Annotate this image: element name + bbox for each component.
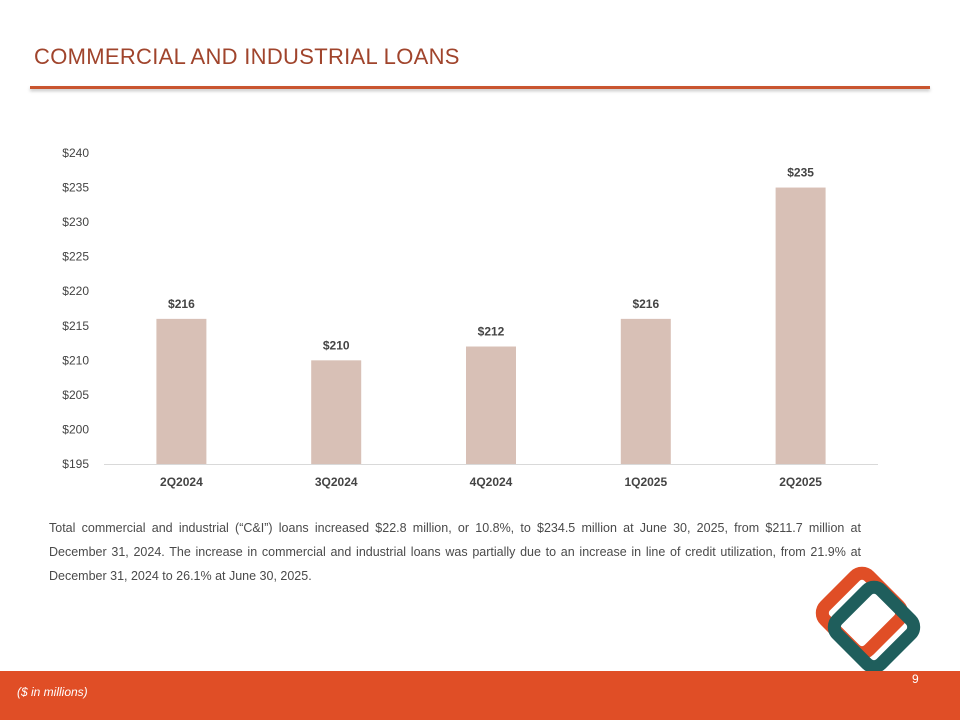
loans-bar-chart: $195 $200 $205 $210 $215 $220 $225 $230 $235 $240… (62, 146, 878, 489)
data-label: $210 (323, 338, 350, 352)
logo-teal-diamond (827, 580, 921, 674)
y-tick-label: $215 (62, 319, 89, 333)
data-label: $216 (168, 297, 195, 311)
y-tick-label: $240 (62, 146, 89, 160)
data-labels: $216 $210 $212 $216 $235 (168, 166, 814, 353)
x-tick-label: 1Q2025 (624, 475, 667, 489)
bar-1q2025 (620, 318, 671, 464)
bars (156, 187, 826, 465)
bar-3q2024 (311, 360, 362, 464)
data-label: $235 (787, 166, 814, 180)
y-tick-label: $225 (62, 250, 89, 264)
footer-note: ($ in millions) (17, 685, 88, 699)
footer-bar (0, 671, 960, 720)
y-tick-label: $210 (62, 353, 89, 367)
data-label: $216 (632, 297, 659, 311)
y-tick-label: $195 (62, 457, 89, 471)
page-number: 9 (912, 672, 919, 686)
y-tick-label: $205 (62, 388, 89, 402)
x-tick-label: 4Q2024 (470, 475, 513, 489)
data-label: $212 (478, 325, 505, 339)
title-divider (30, 86, 930, 89)
bar-2q2024 (156, 318, 207, 464)
y-tick-label: $230 (62, 215, 89, 229)
bar-4q2024 (466, 346, 516, 464)
x-axis-ticks: 2Q2024 3Q2024 4Q2024 1Q2025 2Q2025 (160, 475, 822, 489)
x-tick-label: 3Q2024 (315, 475, 358, 489)
y-tick-label: $220 (62, 284, 89, 298)
y-tick-label: $200 (62, 422, 89, 436)
slide-title: COMMERCIAL AND INDUSTRIAL LOANS (34, 44, 460, 69)
y-axis-ticks: $195 $200 $205 $210 $215 $220 $225 $230 $235 $240 (62, 146, 89, 471)
y-tick-label: $235 (62, 181, 89, 195)
company-logo (815, 566, 921, 674)
x-tick-label: 2Q2025 (779, 475, 822, 489)
x-tick-label: 2Q2024 (160, 475, 203, 489)
summary-paragraph: Total commercial and industrial (“C&I”) … (49, 521, 861, 583)
bar-2q2025 (775, 187, 826, 465)
